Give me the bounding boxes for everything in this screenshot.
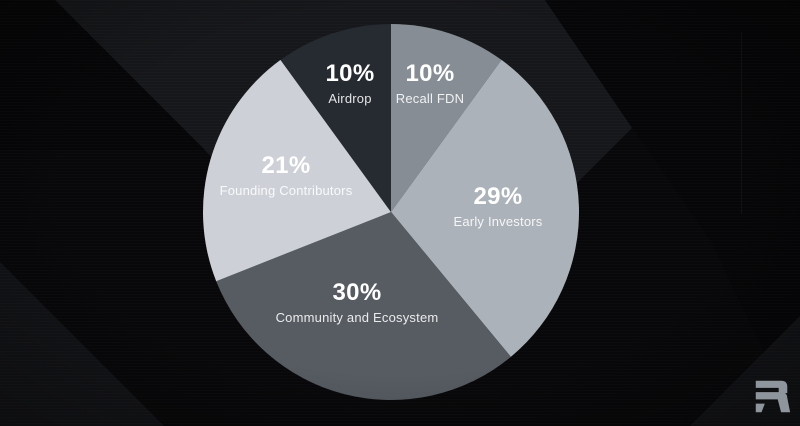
pie-slice-founding-contributors: [202, 59, 391, 282]
pie-slice-early-investors: [391, 59, 580, 357]
recall-logo-icon: [755, 380, 791, 413]
pie-slice-recall-fdn: [391, 24, 502, 212]
pie-slice-community-and-ecosystem: [216, 212, 511, 401]
pie-slice-airdrop: [280, 24, 391, 212]
